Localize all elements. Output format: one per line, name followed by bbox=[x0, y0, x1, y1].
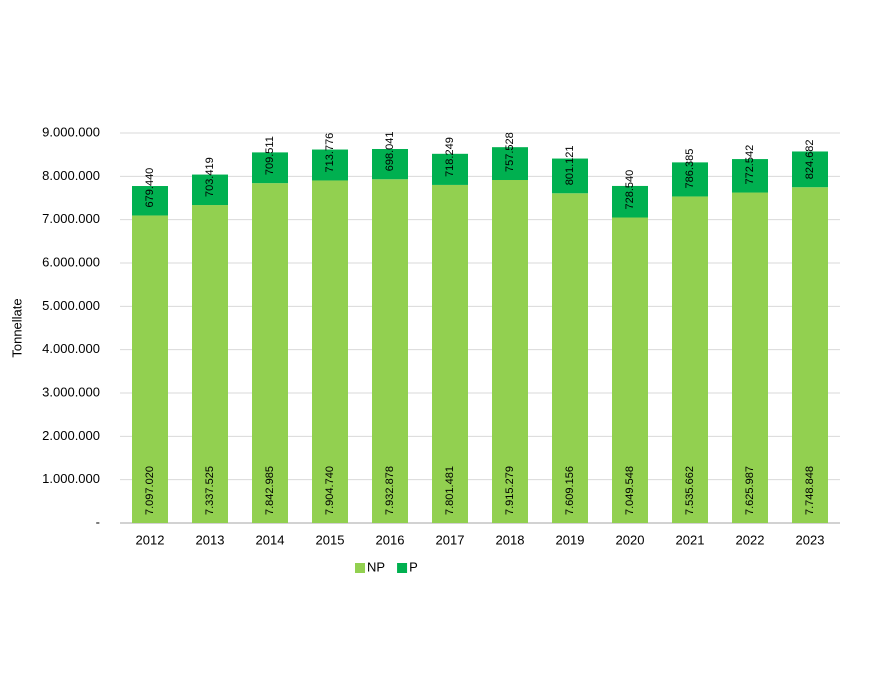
bar-segment bbox=[132, 186, 168, 216]
x-tick-label: 2017 bbox=[436, 532, 465, 547]
legend-label: P bbox=[409, 559, 418, 574]
y-tick-label: 9.000.000 bbox=[42, 124, 100, 139]
y-axis-title: Tonnellate bbox=[9, 298, 24, 357]
data-label: 772.542 bbox=[744, 145, 756, 185]
bar-segment bbox=[732, 159, 768, 193]
x-tick-label: 2013 bbox=[196, 532, 225, 547]
bar-segment bbox=[612, 217, 648, 523]
y-tick-label: 3.000.000 bbox=[42, 384, 100, 399]
x-tick-label: 2020 bbox=[616, 532, 645, 547]
data-label: 713.776 bbox=[324, 133, 336, 173]
bar-segment bbox=[252, 183, 288, 523]
bar-segment bbox=[672, 162, 708, 197]
y-tick-label: 6.000.000 bbox=[42, 254, 100, 269]
data-label: 7.904.740 bbox=[324, 466, 336, 515]
bar-segment bbox=[552, 193, 588, 524]
bar-segment bbox=[672, 196, 708, 523]
data-label: 7.801.481 bbox=[444, 466, 456, 515]
data-label: 718.249 bbox=[444, 137, 456, 177]
bar-segment bbox=[492, 147, 528, 181]
bar-segment bbox=[372, 148, 408, 180]
bar-segment bbox=[732, 192, 768, 523]
y-tick-label: - bbox=[96, 514, 100, 529]
x-tick-label: 2022 bbox=[736, 532, 765, 547]
bar-segment bbox=[312, 149, 348, 181]
legend-swatch bbox=[355, 563, 365, 573]
bar-segment bbox=[312, 180, 348, 523]
legend-label: NP bbox=[367, 559, 385, 574]
data-label: 679.440 bbox=[144, 168, 156, 208]
bar-segment bbox=[192, 174, 228, 206]
y-tick-label: 8.000.000 bbox=[42, 168, 100, 183]
data-label: 703.419 bbox=[204, 157, 216, 197]
data-label: 801.121 bbox=[564, 146, 576, 186]
y-tick-label: 2.000.000 bbox=[42, 428, 100, 443]
bar-segment bbox=[192, 205, 228, 523]
bar-segment bbox=[792, 187, 828, 523]
bar-segment bbox=[552, 158, 588, 194]
x-tick-label: 2019 bbox=[556, 532, 585, 547]
bar-segment bbox=[492, 180, 528, 523]
bar-segment bbox=[252, 152, 288, 184]
data-label: 728.540 bbox=[624, 170, 636, 210]
data-label: 757.528 bbox=[504, 132, 516, 172]
y-tick-label: 7.000.000 bbox=[42, 211, 100, 226]
y-tick-label: 5.000.000 bbox=[42, 298, 100, 313]
x-tick-label: 2016 bbox=[376, 532, 405, 547]
data-label: 7.842.985 bbox=[264, 466, 276, 515]
bar-segment bbox=[132, 215, 168, 523]
data-label: 709.511 bbox=[264, 136, 276, 175]
x-tick-label: 2015 bbox=[316, 532, 345, 547]
data-label: 7.915.279 bbox=[504, 466, 516, 515]
data-label: 7.932.878 bbox=[384, 466, 396, 515]
x-tick-label: 2021 bbox=[676, 532, 705, 547]
bar-segment bbox=[792, 151, 828, 188]
x-tick-label: 2012 bbox=[136, 532, 165, 547]
y-tick-label: 4.000.000 bbox=[42, 341, 100, 356]
data-label: 824.682 bbox=[804, 139, 816, 179]
data-label: 7.609.156 bbox=[564, 466, 576, 515]
x-tick-label: 2018 bbox=[496, 532, 525, 547]
data-label: 698.041 bbox=[384, 131, 396, 171]
bar-segment bbox=[432, 153, 468, 185]
x-tick-label: 2014 bbox=[256, 532, 285, 547]
data-label: 7.337.525 bbox=[204, 466, 216, 515]
data-label: 7.097.020 bbox=[144, 466, 156, 515]
data-label: 7.535.662 bbox=[684, 466, 696, 515]
data-label: 7.748.848 bbox=[804, 466, 816, 515]
legend-swatch bbox=[397, 563, 408, 573]
x-tick-label: 2023 bbox=[796, 532, 825, 547]
data-label: 786.385 bbox=[684, 149, 696, 189]
bar-segment bbox=[612, 185, 648, 218]
bar-segment bbox=[432, 184, 468, 523]
data-label: 7.625.987 bbox=[744, 466, 756, 515]
y-tick-label: 1.000.000 bbox=[42, 471, 100, 486]
data-label: 7.049.548 bbox=[624, 466, 636, 515]
bar-segment bbox=[372, 179, 408, 524]
